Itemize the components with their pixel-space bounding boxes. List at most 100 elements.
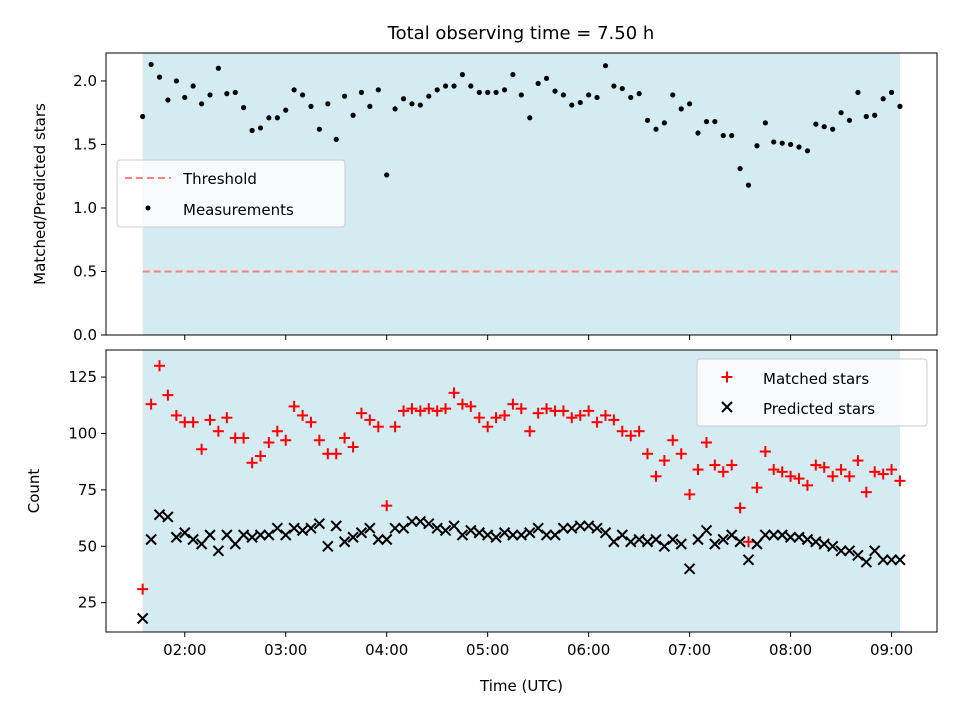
top-legend-box [116, 159, 346, 228]
data-point [717, 533, 729, 546]
data-point [860, 486, 872, 498]
data-point [465, 524, 477, 537]
data-point [207, 92, 213, 98]
data-point [241, 105, 247, 111]
data-point [692, 533, 704, 546]
data-point [372, 533, 385, 546]
data-point [459, 71, 466, 78]
data-point [625, 430, 637, 442]
data-point [364, 522, 376, 534]
data-point [204, 414, 216, 426]
data-point [843, 545, 856, 557]
data-point [473, 412, 485, 424]
data-point [532, 522, 544, 534]
data-point [759, 529, 772, 541]
data-point [296, 524, 309, 537]
data-point [341, 93, 348, 99]
legend-matched-swatch [721, 371, 733, 383]
data-point [338, 536, 351, 548]
data-point [846, 117, 853, 123]
y-tick-label: 0.5 [73, 262, 97, 280]
data-point [221, 529, 233, 541]
data-point [670, 92, 676, 98]
data-point [532, 407, 544, 419]
data-point [389, 522, 401, 534]
top-panel: 0.00.51.01.52.0 Matched/Predicted stars … [31, 52, 938, 344]
data-point [599, 527, 612, 539]
data-point [734, 536, 746, 548]
top-y-ticks: 0.0 0.5 1.0 1.5 2.0 [73, 72, 106, 344]
data-point [313, 434, 325, 446]
data-point [667, 434, 679, 446]
data-point [569, 102, 575, 108]
data-point [195, 538, 208, 550]
data-point [869, 466, 881, 478]
data-point [880, 96, 886, 102]
data-point [835, 545, 847, 557]
bottom-legend-box [696, 358, 928, 427]
bottom-legend: Matched stars Predicted stars [696, 358, 928, 427]
data-point [700, 436, 712, 448]
data-point [375, 87, 381, 93]
legend-predicted-swatch [721, 401, 733, 413]
data-point [350, 112, 356, 118]
data-point [684, 488, 696, 500]
data-point [625, 536, 637, 548]
data-point [745, 182, 752, 188]
data-point [305, 522, 317, 534]
data-point [762, 120, 768, 126]
data-point [759, 446, 771, 458]
data-point [187, 533, 199, 546]
data-point [414, 405, 426, 417]
data-point [751, 538, 763, 550]
data-point [423, 518, 435, 530]
data-point [877, 468, 889, 480]
data-point [737, 165, 743, 172]
bottom-panel: 25 50 75 100 125 02:00 03:00 04:00 05:00 06:00 07… [25, 349, 938, 695]
data-point [501, 87, 508, 93]
data-point [549, 529, 561, 541]
bottom-x-ticks: 02:00 03:00 04:00 05:00 06:00 07:00 08:00 09:00 [163, 632, 913, 659]
data-point [392, 106, 398, 112]
data-point [507, 398, 519, 410]
series-matched-stars [137, 360, 906, 595]
top-legend: Threshold Measurements [116, 159, 346, 228]
data-point [426, 93, 432, 99]
data-point [372, 421, 384, 433]
data-point [720, 132, 726, 139]
data-point [434, 87, 440, 93]
data-point [543, 75, 550, 82]
data-point [611, 83, 617, 89]
y-tick-label: 100 [68, 424, 97, 442]
data-point [224, 91, 230, 97]
data-point [826, 540, 839, 552]
data-point [628, 94, 634, 101]
data-point [456, 529, 469, 541]
data-point [729, 132, 735, 139]
data-point [712, 118, 718, 125]
data-point [204, 529, 216, 541]
data-point [162, 511, 174, 523]
data-point [818, 538, 830, 550]
data-point [249, 127, 255, 134]
data-point [574, 520, 586, 532]
data-point [397, 522, 410, 534]
data-point [187, 416, 199, 428]
data-point [810, 459, 822, 471]
data-point [137, 583, 149, 595]
data-point [897, 103, 903, 109]
data-point [330, 448, 342, 460]
data-point [619, 85, 625, 92]
data-point [703, 118, 710, 125]
data-point [182, 94, 188, 101]
data-point [442, 83, 449, 89]
data-point [700, 524, 713, 537]
bottom-axes-frame [105, 349, 938, 633]
data-point [212, 545, 225, 557]
data-point [196, 443, 208, 455]
data-point [524, 425, 536, 437]
x-tick-label: 08:00 [769, 641, 812, 659]
data-point [577, 99, 583, 106]
data-point [136, 612, 149, 625]
data-point [650, 533, 662, 546]
